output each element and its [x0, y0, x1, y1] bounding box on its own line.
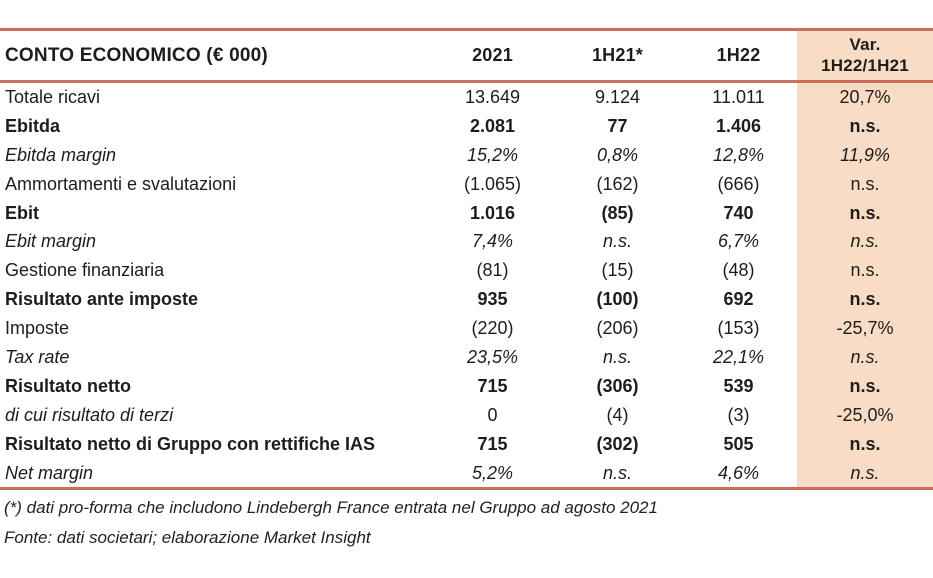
- value-1h21: (4): [606, 404, 629, 425]
- value-1h22: 11.011: [712, 86, 765, 107]
- column-header-2021: 2021: [430, 29, 555, 83]
- value-2021: (1.065): [463, 173, 522, 194]
- value-1h22: 22,1%: [712, 346, 765, 367]
- value-1h21: (15): [601, 260, 634, 281]
- value-1h21: 9.124: [594, 86, 641, 107]
- row-label: Risultato ante imposte: [5, 289, 199, 310]
- value-var: n.s.: [797, 256, 933, 286]
- value-2021: 1.016: [469, 202, 516, 223]
- value-1h22: 4,6%: [717, 462, 760, 483]
- value-1h22: 12,8%: [712, 144, 765, 165]
- value-var: n.s.: [797, 285, 933, 315]
- table-title: CONTO ECONOMICO (€ 000): [0, 29, 430, 83]
- table-row-ebitda-margin: Ebitda margin 15,2% 0,8% 12,8% 11,9%: [0, 140, 933, 170]
- value-1h21: (100): [596, 289, 639, 310]
- row-label: Ebitda margin: [5, 144, 117, 165]
- row-label: Totale ricavi: [5, 86, 101, 107]
- var-header-line2: 1H22/1H21: [821, 55, 909, 75]
- row-label: di cui risultato di terzi: [5, 404, 174, 425]
- value-1h22: 1.406: [715, 115, 762, 136]
- value-var: n.s.: [797, 371, 933, 401]
- table-row-ebit: Ebit 1.016 (85) 740 n.s.: [0, 198, 933, 228]
- value-1h21: 0,8%: [596, 144, 639, 165]
- value-1h21: 77: [607, 115, 628, 136]
- value-1h21: (206): [596, 318, 639, 339]
- footnote-proforma: (*) dati pro-forma che includono Lindebe…: [4, 498, 658, 518]
- value-1h22: 6,7%: [717, 231, 760, 252]
- value-1h22: (48): [722, 260, 755, 281]
- value-2021: 0: [487, 404, 498, 425]
- value-1h22: 740: [723, 202, 754, 223]
- row-label: Imposte: [5, 318, 70, 339]
- value-1h21: n.s.: [602, 346, 632, 367]
- value-1h22: (153): [717, 318, 760, 339]
- value-1h22: 692: [723, 289, 754, 310]
- value-2021: 23,5%: [466, 346, 519, 367]
- value-var: 11,9%: [797, 140, 933, 170]
- column-header-1h22: 1H22: [680, 29, 797, 83]
- income-statement-table: CONTO ECONOMICO (€ 000) 2021 1H21* 1H22 …: [0, 28, 933, 491]
- value-var: 20,7%: [797, 81, 933, 112]
- column-header-var: Var. 1H22/1H21: [797, 29, 933, 83]
- row-label: Risultato netto di Gruppo con rettifiche…: [5, 433, 376, 454]
- value-2021: 2.081: [469, 115, 516, 136]
- value-1h21: (302): [596, 433, 639, 454]
- table-row-ebit-margin: Ebit margin 7,4% n.s. 6,7% n.s.: [0, 227, 933, 257]
- row-label: Ebitda: [5, 115, 61, 136]
- value-var: n.s.: [797, 343, 933, 372]
- value-2021: (220): [471, 318, 514, 339]
- value-2021: 5,2%: [471, 462, 514, 483]
- value-1h22: 505: [723, 433, 754, 454]
- footnotes: (*) dati pro-forma che includono Lindebe…: [4, 499, 933, 547]
- value-var: n.s.: [797, 429, 933, 459]
- table-row-totale-ricavi: Totale ricavi 13.649 9.124 11.011 20,7%: [0, 81, 933, 112]
- column-header-1h21: 1H21*: [555, 29, 680, 83]
- row-label: Ammortamenti e svalutazioni: [5, 173, 237, 194]
- value-2021: 15,2%: [466, 144, 519, 165]
- row-label: Net margin: [5, 462, 94, 483]
- value-var: n.s.: [797, 111, 933, 141]
- value-1h22: (666): [717, 173, 760, 194]
- table-row-risultato-netto: Risultato netto 715 (306) 539 n.s.: [0, 371, 933, 401]
- table-row-tax-rate: Tax rate 23,5% n.s. 22,1% n.s.: [0, 343, 933, 372]
- value-2021: 13.649: [464, 86, 521, 107]
- row-label: Risultato netto: [5, 375, 131, 396]
- row-label: Tax rate: [5, 346, 70, 367]
- table-row-risultato-ante-imposte: Risultato ante imposte 935 (100) 692 n.s…: [0, 285, 933, 315]
- value-1h21: n.s.: [602, 462, 632, 483]
- value-var: -25,0%: [797, 400, 933, 430]
- value-2021: 7,4%: [471, 231, 514, 252]
- value-var: n.s.: [797, 458, 933, 489]
- table-row-ebitda: Ebitda 2.081 77 1.406 n.s.: [0, 111, 933, 141]
- table-row-net-margin: Net margin 5,2% n.s. 4,6% n.s.: [0, 458, 933, 489]
- var-header-line1: Var.: [849, 35, 881, 55]
- value-1h21: (306): [596, 375, 639, 396]
- value-2021: 715: [477, 375, 508, 396]
- table-row-imposte: Imposte (220) (206) (153) -25,7%: [0, 314, 933, 344]
- row-label: Ebit: [5, 202, 39, 223]
- value-var: -25,7%: [797, 314, 933, 344]
- table-row-ammortamenti: Ammortamenti e svalutazioni (1.065) (162…: [0, 169, 933, 199]
- table-row-risultato-netto-gruppo-ias: Risultato netto di Gruppo con rettifiche…: [0, 429, 933, 459]
- value-1h22: 539: [723, 375, 754, 396]
- row-label: Gestione finanziaria: [5, 260, 165, 281]
- value-1h21: (85): [601, 202, 634, 223]
- value-1h21: n.s.: [602, 231, 632, 252]
- table-row-gestione-finanziaria: Gestione finanziaria (81) (15) (48) n.s.: [0, 256, 933, 286]
- row-label: Ebit margin: [5, 231, 97, 252]
- value-2021: 935: [477, 289, 508, 310]
- value-var: n.s.: [797, 198, 933, 228]
- value-2021: 715: [477, 433, 508, 454]
- value-var: n.s.: [797, 169, 933, 199]
- value-2021: (81): [476, 260, 509, 281]
- header-row: CONTO ECONOMICO (€ 000) 2021 1H21* 1H22 …: [0, 29, 933, 83]
- footnote-source: Fonte: dati societari; elaborazione Mark…: [4, 528, 371, 548]
- value-1h22: (3): [727, 404, 750, 425]
- value-1h21: (162): [596, 173, 639, 194]
- value-var: n.s.: [797, 227, 933, 257]
- table-row-risultato-di-terzi: di cui risultato di terzi 0 (4) (3) -25,…: [0, 400, 933, 430]
